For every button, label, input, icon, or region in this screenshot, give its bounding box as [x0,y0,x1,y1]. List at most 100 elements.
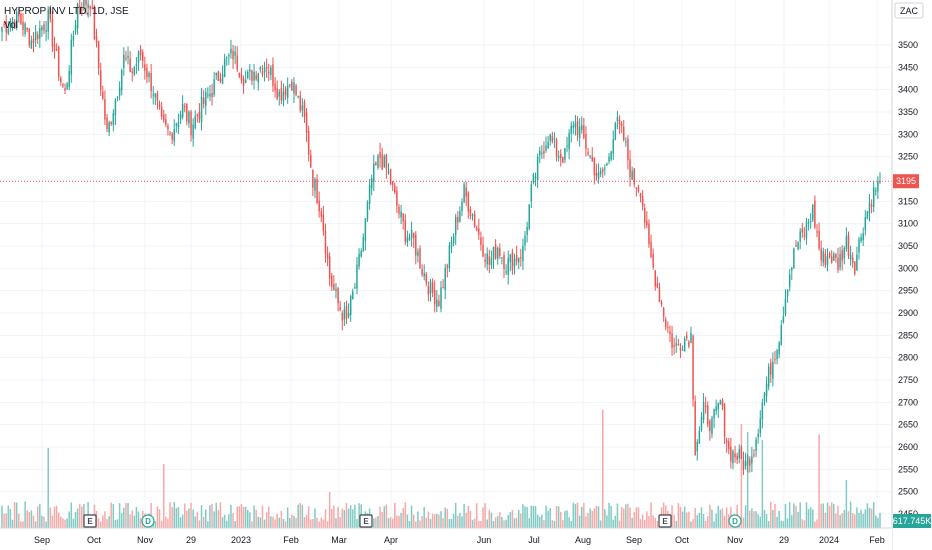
volume-bar [576,502,579,528]
candle-body [513,258,516,267]
candle-body [379,152,381,158]
volume-bar [494,517,497,528]
candle-body [440,287,442,309]
candle-body [620,123,623,126]
candle-body [282,91,285,102]
candle-body [97,41,100,68]
time-axis-background [0,528,892,550]
candle-body [444,267,446,291]
candle-body [765,383,768,396]
currency-label: ZAC [900,6,919,16]
candle-body [125,57,127,59]
currency-box [894,2,924,19]
price-tick-label: 2950 [898,286,918,296]
volume-bar [291,514,293,528]
volume-bar [310,519,312,528]
volume-bar [179,517,182,528]
symbol-title[interactable]: HYPROP INV LTD, 1D, JSE [4,6,129,17]
volume-bar [282,518,285,528]
volume-bar [610,505,612,528]
volume-bar [597,506,600,528]
volume-bar [354,504,356,528]
candle-body [247,71,249,79]
volume-bar [723,515,726,528]
candle-body [102,91,104,99]
volume-bar [604,509,606,528]
volume-bar [709,504,711,528]
candle-body [39,28,41,39]
candle-body [641,196,644,207]
candle-body [681,349,684,351]
volume-bar [696,515,699,528]
candle-body [274,83,276,91]
time-tick-label: Oct [675,535,690,545]
volume-bar [341,508,344,528]
candle-body [633,168,635,185]
candle-body [276,88,278,99]
candle-body [847,234,850,256]
volume-bar [862,513,864,528]
time-axis[interactable]: Sep Oct Nov 29 2023 Feb Mar Apr Jun Jul Aug Sep Oct N… [0,527,892,550]
volume-bar [746,432,749,528]
volume-bar [440,511,442,528]
volume-bar [45,521,47,528]
volume-bar [715,513,717,528]
candle-body [643,207,646,223]
candle-body [576,120,579,136]
candle-body [400,211,402,218]
candle-body [123,54,125,68]
candle-body [551,136,554,142]
volume-bar [627,503,629,528]
volume-bar [753,511,755,528]
volume-bar [316,517,318,528]
candle-body [179,114,182,119]
candle-body [627,138,629,161]
candle-body [13,21,16,29]
volume-bar [761,440,764,528]
candle-body [76,3,79,29]
candle-body [165,118,167,125]
candle-body [47,9,49,32]
earnings-marker-label: E [87,517,93,526]
candle-body [270,67,272,76]
volume-bar [459,512,461,528]
volume-bar [774,503,776,528]
volume-bar [755,511,757,528]
candle-body [36,34,39,40]
candle-body [398,207,400,214]
candle-body [734,453,736,458]
candle-body [738,449,741,459]
candle-body [139,49,142,55]
candle-body [391,181,394,186]
candle-body [809,220,812,222]
volume-bar [765,514,768,528]
candle-body [646,220,648,226]
candle-body [299,95,302,111]
volume-bar [15,502,18,528]
candle-body [389,169,392,185]
volume-bar [847,511,850,528]
candle-body [421,269,423,275]
candle-body [314,179,316,191]
price-tick-label: 2900 [898,308,918,318]
volume-bar [345,502,348,528]
volume-bar [74,511,77,528]
volume-bar [534,506,537,528]
candle-body [333,284,335,290]
candle-body [877,181,879,192]
volume-bar [683,506,686,528]
candle-body [839,253,841,268]
volume-bar [599,520,602,528]
last-price-badge [893,174,919,189]
candle-body [793,248,795,269]
candle-body [610,151,612,160]
candle-body [408,237,411,241]
volume-bar [646,511,648,528]
price-axis[interactable]: ZAC2450250025502600265027002750280028502… [891,0,932,550]
volume-bar [471,519,474,528]
candle-body [213,79,215,95]
candle-body [860,237,862,241]
candle-body [799,231,801,242]
candle-body [200,96,203,122]
